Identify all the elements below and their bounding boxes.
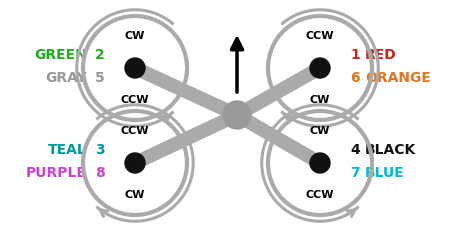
Text: BLACK: BLACK bbox=[365, 143, 416, 157]
Text: CCW: CCW bbox=[121, 126, 149, 136]
Text: 3: 3 bbox=[95, 143, 105, 157]
Text: 2: 2 bbox=[95, 48, 105, 62]
Text: CW: CW bbox=[125, 31, 145, 41]
Text: 5: 5 bbox=[95, 71, 105, 85]
Text: CW: CW bbox=[310, 95, 330, 105]
Text: RED: RED bbox=[365, 48, 397, 62]
Text: CCW: CCW bbox=[121, 95, 149, 105]
Circle shape bbox=[223, 101, 251, 129]
Text: CCW: CCW bbox=[306, 190, 334, 200]
Text: CW: CW bbox=[310, 126, 330, 136]
Text: TEAL: TEAL bbox=[48, 143, 87, 157]
Text: CW: CW bbox=[125, 190, 145, 200]
Text: 1: 1 bbox=[350, 48, 360, 62]
Text: BLUE: BLUE bbox=[365, 166, 405, 180]
Circle shape bbox=[310, 153, 330, 173]
Text: 4: 4 bbox=[350, 143, 360, 157]
Text: ORANGE: ORANGE bbox=[365, 71, 431, 85]
Circle shape bbox=[125, 153, 145, 173]
Text: PURPLE: PURPLE bbox=[26, 166, 87, 180]
Text: 8: 8 bbox=[95, 166, 105, 180]
Text: GRAY: GRAY bbox=[46, 71, 87, 85]
Circle shape bbox=[310, 58, 330, 78]
Circle shape bbox=[125, 58, 145, 78]
Text: GREEN: GREEN bbox=[34, 48, 87, 62]
Text: 7: 7 bbox=[350, 166, 360, 180]
Text: CCW: CCW bbox=[306, 31, 334, 41]
Text: 6: 6 bbox=[350, 71, 360, 85]
